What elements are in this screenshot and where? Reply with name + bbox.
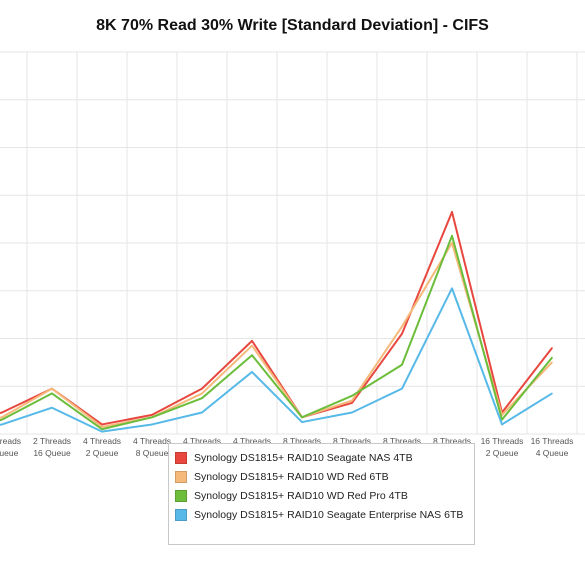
data-point: [251, 344, 253, 347]
data-point: [251, 354, 253, 357]
data-point: [501, 423, 503, 426]
data-point: [401, 363, 403, 366]
data-point: [451, 211, 453, 213]
chart-title: 8K 70% Read 30% Write [Standard Deviatio…: [96, 17, 489, 34]
data-point: [351, 399, 353, 402]
data-point: [201, 397, 203, 399]
series-line-1: [0, 210, 553, 426]
data-point: [1, 416, 3, 419]
data-point: [1, 423, 3, 426]
data-point: [101, 423, 103, 426]
data-point: [501, 418, 503, 421]
legend: Synology DS1815+ RAID10 Seagate NAS 4TB S…: [168, 443, 475, 545]
data-point: [51, 392, 53, 395]
legend-swatch: [175, 508, 187, 521]
data-point: [51, 406, 53, 409]
data-point: [251, 340, 253, 342]
legend-label: Synology DS1815+ RAID10 WD Red 6TB: [194, 470, 389, 483]
data-point: [401, 325, 403, 328]
x-tick-label: 16 Threads 2 Queue: [481, 436, 524, 458]
x-tick-label: 16 Threads 4 Queue: [531, 436, 574, 458]
legend-item: Synology DS1815+ RAID10 Seagate Enterpri…: [175, 505, 474, 524]
data-point: [351, 411, 353, 414]
data-point: [351, 402, 353, 404]
legend-item: Synology DS1815+ RAID10 WD Red Pro 4TB: [175, 486, 474, 505]
data-point: [101, 430, 103, 433]
data-point: [551, 347, 553, 349]
data-point: [251, 371, 253, 373]
grid: [0, 51, 585, 435]
data-point: [351, 395, 353, 397]
legend-label: Synology DS1815+ RAID10 Seagate Enterpri…: [194, 508, 464, 521]
legend-swatch: [175, 451, 187, 464]
data-point: [451, 287, 453, 290]
data-point: [51, 387, 53, 390]
legend-swatch: [175, 470, 187, 483]
data-point: [551, 392, 553, 395]
data-point: [101, 428, 103, 431]
data-point: [401, 387, 403, 390]
data-point: [1, 418, 3, 421]
data-point: [201, 392, 203, 395]
data-point: [301, 421, 303, 423]
data-point: [101, 426, 103, 428]
legend-swatch: [175, 489, 187, 502]
data-point: [401, 332, 403, 335]
data-point: [451, 235, 453, 237]
data-point: [551, 361, 553, 364]
x-tick-label: 4 Threads 2 Queue: [83, 436, 121, 458]
data-point: [151, 416, 153, 419]
data-point: [201, 387, 203, 390]
data-point: [151, 414, 153, 416]
x-tick-label: 2 Threads 16 Queue: [33, 436, 71, 458]
legend-label: Synology DS1815+ RAID10 WD Red Pro 4TB: [194, 489, 408, 502]
data-point: [151, 423, 153, 426]
legend-item: Synology DS1815+ RAID10 Seagate NAS 4TB: [175, 448, 474, 467]
data-point: [551, 356, 553, 359]
data-point: [201, 411, 203, 414]
legend-label: Synology DS1815+ RAID10 Seagate NAS 4TB: [194, 451, 413, 464]
legend-item: Synology DS1815+ RAID10 WD Red 6TB: [175, 467, 474, 486]
data-point: [301, 416, 303, 419]
data-point: [1, 411, 3, 414]
data-point: [451, 242, 453, 244]
series-lines: [0, 210, 553, 433]
